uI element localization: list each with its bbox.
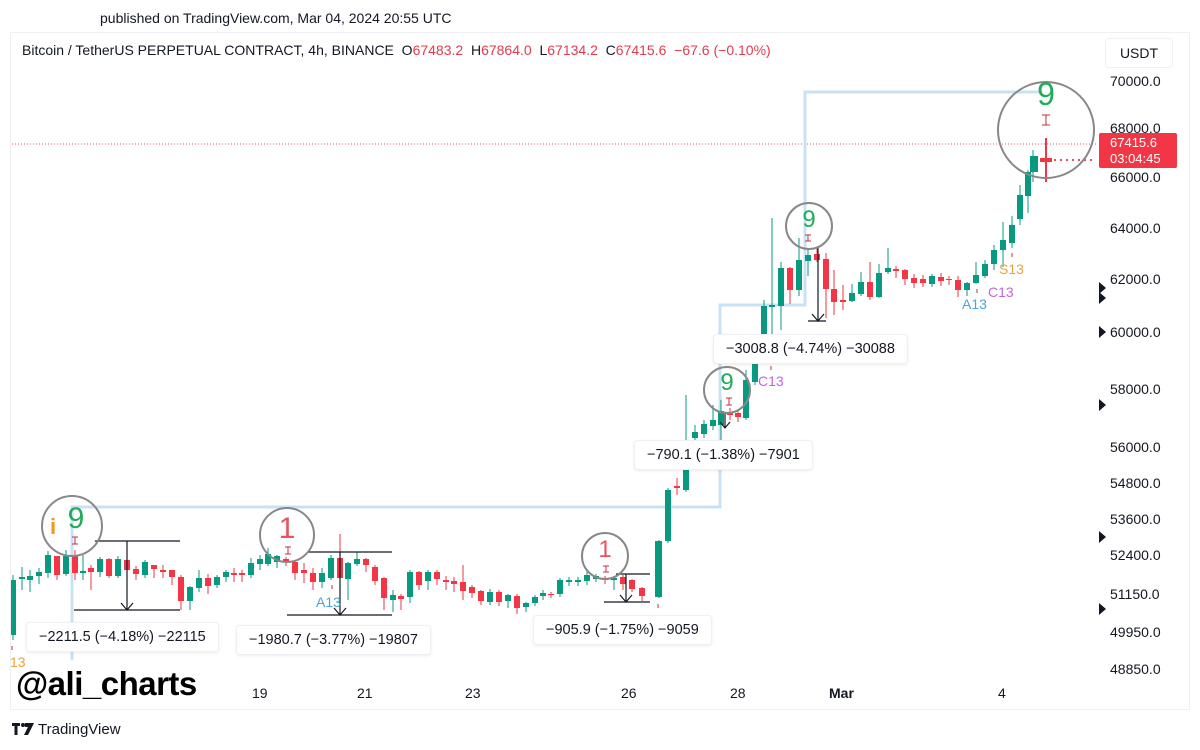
price-tick: 64000.0 <box>1110 220 1161 236</box>
price-tick: 60000.0 <box>1110 324 1161 340</box>
time-tick: 26 <box>621 685 637 701</box>
author-watermark: @ali_charts <box>16 665 197 702</box>
time-tick: 19 <box>252 685 268 701</box>
tradingview-logo-icon <box>12 722 34 735</box>
time-tick: 21 <box>357 685 373 701</box>
open-value: 67483.2 <box>412 42 464 58</box>
info-icon[interactable]: i <box>50 514 57 539</box>
time-tick: 28 <box>730 685 746 701</box>
candle-group-1 <box>11 138 1052 640</box>
measure-box[interactable]: −905.9 (−1.75%) −9059 <box>533 615 712 645</box>
last-price-badge: 67415.6 03:04:45 <box>1099 133 1177 168</box>
td-count-9-label: 9 <box>802 206 816 233</box>
td-count-9-label: 9 <box>67 502 85 535</box>
seq-label-a13: A13 <box>962 296 987 312</box>
td-count-9-label: 9 <box>1037 76 1055 112</box>
price-tick: 54800.0 <box>1110 475 1161 491</box>
alert-flag-icon[interactable] <box>1099 399 1106 411</box>
change-value: −67.6 (−0.10%) <box>674 42 771 58</box>
td-count-9-label: 9 <box>720 369 734 396</box>
measure-box[interactable]: −790.1 (−1.38%) −7901 <box>634 440 813 470</box>
price-tick: 52400.0 <box>1110 547 1161 563</box>
td-count-1-label: 1 <box>598 536 612 563</box>
chart-frame[interactable] <box>10 32 1190 710</box>
time-tick: Mar <box>829 685 854 701</box>
seq-label-c13: C13 <box>988 284 1014 300</box>
alert-flag-icon[interactable] <box>1099 531 1106 543</box>
high-label: H <box>470 42 482 58</box>
last-price-value: 67415.6 <box>1110 135 1157 150</box>
candles <box>11 138 1052 640</box>
tradingview-brand: TradingView <box>38 721 121 738</box>
price-tick: 49950.0 <box>1110 624 1161 640</box>
low-label: L <box>539 42 548 58</box>
tradingview-logo[interactable]: TradingView <box>12 721 121 738</box>
seq-label-13: 13 <box>10 654 26 670</box>
price-tick: 58000.0 <box>1110 381 1161 397</box>
alert-flag-icon[interactable] <box>1099 603 1106 615</box>
measure-lines <box>74 246 826 616</box>
time-tick: 4 <box>998 685 1006 701</box>
price-tick: 56000.0 <box>1110 439 1161 455</box>
low-value: 67134.2 <box>547 42 598 58</box>
price-tick: 48850.0 <box>1110 661 1161 677</box>
measure-box[interactable]: −3008.8 (−4.74%) −30088 <box>713 334 908 364</box>
td-count-1-label: 1 <box>278 512 296 545</box>
close-label: C <box>605 42 616 58</box>
high-value: 67864.0 <box>481 42 532 58</box>
currency-button[interactable]: USDT <box>1105 38 1173 68</box>
price-tick: 62000.0 <box>1110 271 1161 287</box>
step-line <box>70 90 1040 660</box>
price-tick: 68000.0 <box>1110 120 1161 136</box>
seq-label-s13: S13 <box>999 261 1024 277</box>
alert-flag-icon[interactable] <box>1099 282 1106 294</box>
seq-label-c13: C13 <box>758 373 784 389</box>
symbol-legend: Bitcoin / TetherUS PERPETUAL CONTRACT, 4… <box>22 42 771 58</box>
seq-label-a13: A13 <box>316 594 341 610</box>
price-tick: 51150.0 <box>1110 586 1160 602</box>
bar-countdown: 03:04:45 <box>1110 151 1161 166</box>
alert-flag-icon[interactable] <box>1099 326 1106 338</box>
published-caption: published on TradingView.com, Mar 04, 20… <box>100 10 452 26</box>
measure-box[interactable]: −2211.5 (−4.18%) −22115 <box>26 622 219 652</box>
price-tick: 70000.0 <box>1110 73 1161 89</box>
measure-box[interactable]: −1980.7 (−3.77%) −19807 <box>236 625 431 655</box>
time-tick: 23 <box>465 685 481 701</box>
price-tick: 66000.0 <box>1110 169 1161 185</box>
close-value: 67415.6 <box>615 42 667 58</box>
signal-ticks <box>11 114 1050 650</box>
symbol-title[interactable]: Bitcoin / TetherUS PERPETUAL CONTRACT, 4… <box>22 42 394 58</box>
price-tick: 53600.0 <box>1110 511 1161 527</box>
open-label: O <box>401 42 413 58</box>
alert-flag-icon[interactable] <box>1099 292 1106 304</box>
highlight-circles <box>41 81 1095 580</box>
